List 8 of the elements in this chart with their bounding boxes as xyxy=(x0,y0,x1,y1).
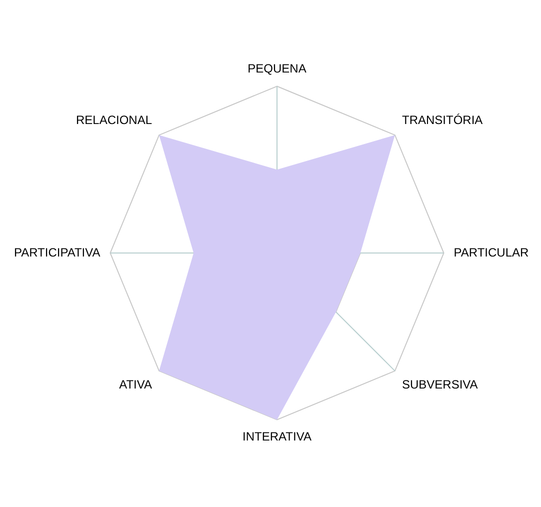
spoke-label: INTERATIVA xyxy=(242,429,312,444)
spoke-label: SUBVERSIVA xyxy=(402,378,478,392)
spoke-label: RELACIONAL xyxy=(76,113,152,128)
spoke-label: PARTICIPATIVA xyxy=(14,245,100,260)
spoke-label: PARTICULAR xyxy=(454,245,529,260)
spoke-label: ATIVA xyxy=(119,378,152,392)
spoke-label: TRANSITÓRIA xyxy=(402,113,483,128)
spoke-label: PEQUENA xyxy=(248,61,306,76)
